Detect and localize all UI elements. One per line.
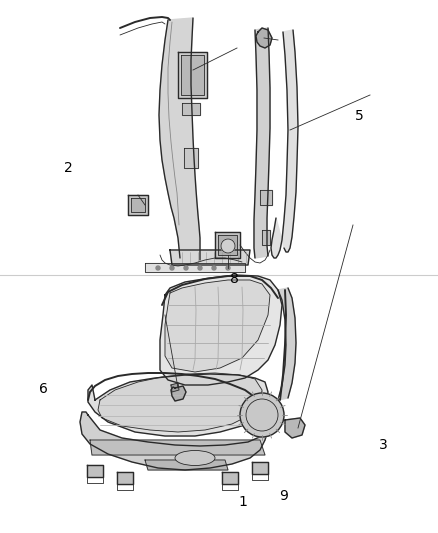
Polygon shape [271,30,298,258]
Polygon shape [98,373,262,432]
Polygon shape [88,374,268,436]
Polygon shape [171,383,179,392]
Text: 3: 3 [379,438,388,452]
Text: 5: 5 [355,109,364,123]
Text: 6: 6 [39,382,48,396]
Polygon shape [171,386,186,401]
Polygon shape [182,103,200,115]
Polygon shape [215,232,240,258]
Polygon shape [159,18,200,260]
Polygon shape [178,52,207,98]
Circle shape [156,266,160,270]
Polygon shape [165,280,270,372]
Polygon shape [117,472,133,484]
Polygon shape [131,198,145,212]
Polygon shape [184,148,198,168]
Polygon shape [222,472,238,484]
Polygon shape [160,275,282,385]
Text: 8: 8 [230,272,239,286]
Circle shape [221,239,235,253]
Polygon shape [181,55,204,95]
Polygon shape [254,28,270,258]
Polygon shape [278,288,296,400]
Polygon shape [218,235,237,255]
Circle shape [226,266,230,270]
Ellipse shape [175,450,215,465]
Circle shape [240,393,284,437]
Polygon shape [170,250,250,265]
Polygon shape [80,412,268,470]
Circle shape [170,266,174,270]
Polygon shape [260,190,272,205]
Polygon shape [285,418,305,438]
Polygon shape [128,195,148,215]
Polygon shape [252,462,268,474]
Circle shape [198,266,202,270]
Polygon shape [256,28,272,48]
Polygon shape [262,230,270,245]
Text: 2: 2 [64,161,72,175]
Polygon shape [145,460,228,470]
Circle shape [212,266,216,270]
Polygon shape [87,465,103,477]
Text: 1: 1 [239,495,247,509]
Circle shape [184,266,188,270]
Text: 9: 9 [279,489,288,503]
Polygon shape [145,263,245,272]
Polygon shape [90,440,265,455]
